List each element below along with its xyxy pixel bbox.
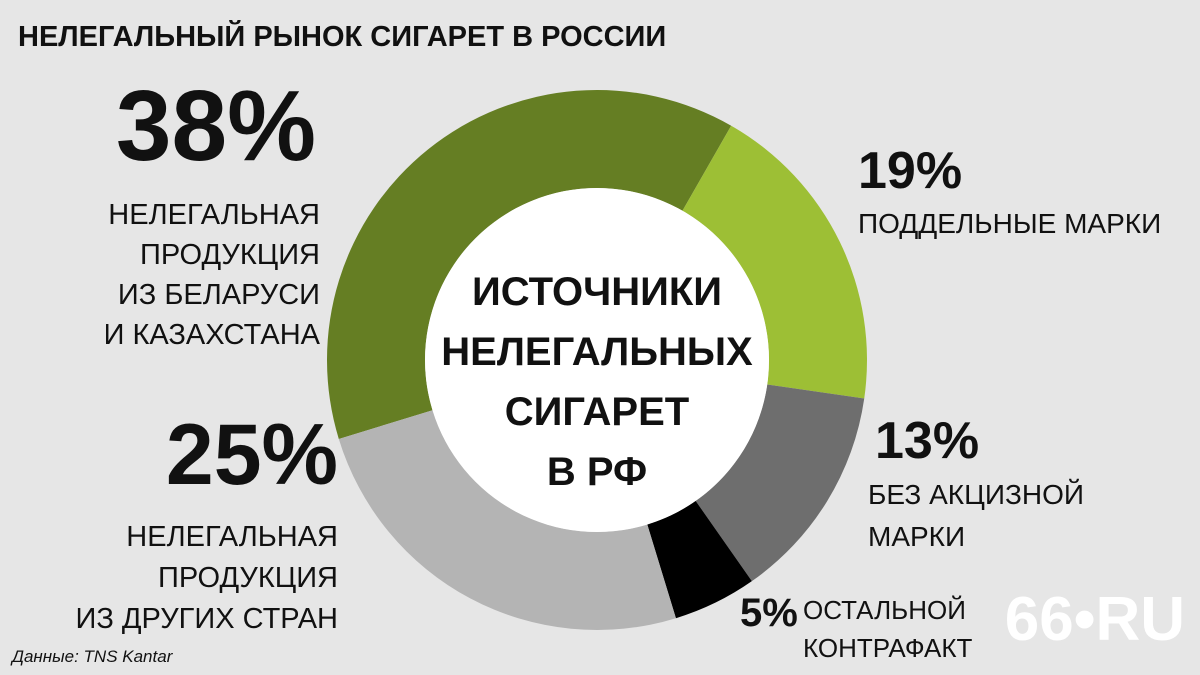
center-text: В РФ	[547, 450, 647, 494]
category-label: НЕЛЕГАЛЬНАЯ	[126, 521, 338, 553]
category-label: МАРКИ	[868, 521, 965, 552]
donut-slice	[327, 89, 732, 439]
chart-title: НЕЛЕГАЛЬНЫЙ РЫНОК СИГАРЕТ В РОССИИ	[18, 19, 666, 53]
category-label: ПРОДУКЦИЯ	[140, 239, 320, 271]
logo: 66•RU	[1005, 585, 1185, 654]
center-text: НЕЛЕГАЛЬНЫХ	[441, 330, 753, 374]
value-label: 13%	[875, 412, 979, 470]
category-label: ПРОДУКЦИЯ	[158, 562, 338, 594]
source: Данные: TNS Kantar	[10, 647, 174, 666]
category-label: БЕЗ АКЦИЗНОЙ	[868, 479, 1084, 510]
donut-slice	[682, 125, 867, 399]
donut-slice	[338, 410, 676, 630]
value-label: 19%	[858, 142, 962, 200]
category-label: КОНТРАФАКТ	[803, 633, 972, 663]
center-text: ИСТОЧНИКИ	[472, 270, 722, 314]
value-label: 5%	[740, 591, 798, 635]
value-label: 25%	[166, 407, 338, 503]
category-label: ИЗ БЕЛАРУСИ	[118, 279, 320, 311]
donut-slice	[695, 384, 865, 582]
category-label: И КАЗАХСТАНА	[104, 319, 321, 351]
category-label: ОСТАЛЬНОЙ	[803, 595, 966, 625]
center-text: СИГАРЕТ	[505, 390, 689, 434]
donut-slice	[647, 500, 752, 619]
category-label: НЕЛЕГАЛЬНАЯ	[108, 199, 320, 231]
donut-hole	[425, 188, 769, 532]
value-label: 38%	[116, 70, 316, 182]
category-label: ИЗ ДРУГИХ СТРАН	[75, 603, 338, 635]
category-label: ПОДДЕЛЬНЫЕ МАРКИ	[858, 208, 1161, 239]
